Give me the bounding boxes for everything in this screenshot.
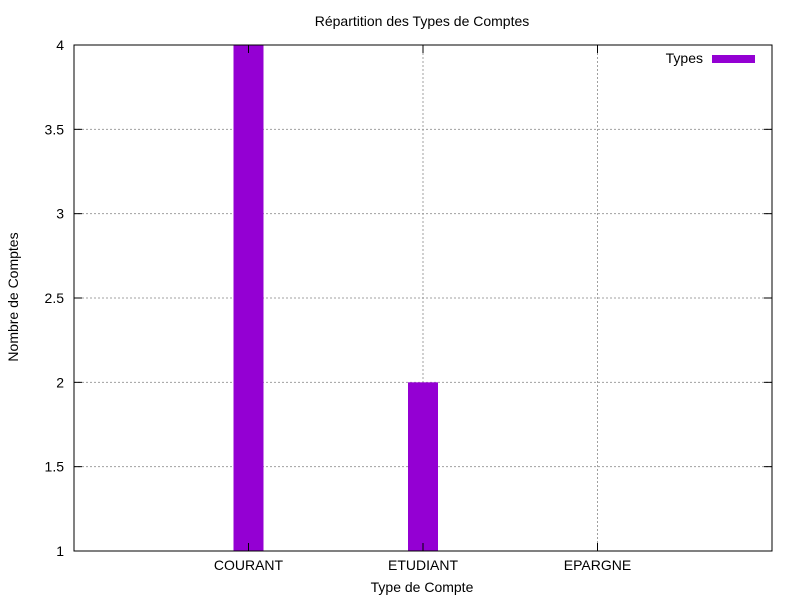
y-tick-label: 3.5 [45, 121, 65, 137]
legend: Types [666, 50, 755, 66]
bar [233, 45, 264, 551]
legend-swatch [712, 55, 755, 63]
x-axis-label: Type de Compte [371, 579, 474, 595]
y-tick-label: 2.5 [45, 290, 65, 306]
y-tick-label: 4 [56, 37, 64, 53]
bars [233, 45, 438, 551]
bar [408, 382, 438, 551]
legend-label: Types [666, 50, 703, 66]
x-tick-label: ETUDIANT [388, 557, 458, 573]
x-tick-label: COURANT [214, 557, 284, 573]
y-tick-label: 1 [56, 543, 64, 559]
y-tick-label: 2 [56, 374, 64, 390]
y-tick-label: 3 [56, 206, 64, 222]
y-tick-label: 1.5 [45, 459, 65, 475]
y-axis-label: Nombre de Comptes [5, 232, 21, 361]
axis-ticks: 1 1.5 2 2.5 3 3.5 4 COURANT ETUDIANT EPARGNE [45, 37, 772, 573]
chart-title: Répartition des Types de Comptes [315, 13, 530, 29]
x-tick-label: EPARGNE [564, 557, 631, 573]
